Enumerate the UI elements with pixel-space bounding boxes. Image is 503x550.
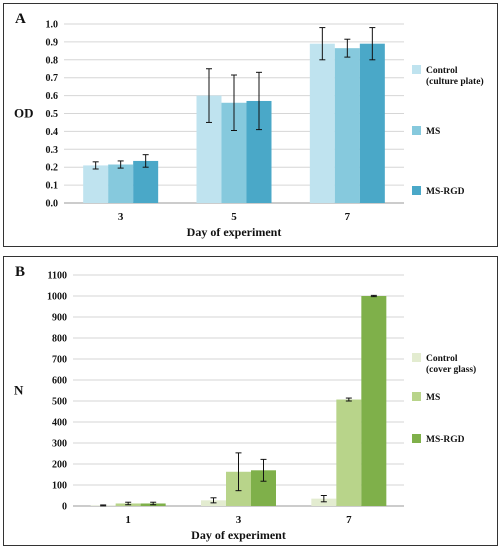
- chart-a-y-tick-label: 0.0: [46, 199, 59, 210]
- chart-a-svg: A 0.0 0.1 0.2 0.3 0.4 0.5 0.6 0.7 0.8 0.9 1.0 OD 3 5 7 D…: [14, 11, 484, 239]
- chart-b-x-tick-label: 7: [346, 514, 352, 526]
- chart-a-x-tick-label: 5: [231, 211, 237, 223]
- chart-b-y-tick-label: 100: [52, 481, 67, 492]
- chart-b-bar: [311, 498, 337, 506]
- chart-a-y-tick-label: 0.1: [46, 181, 59, 192]
- chart-b-y-tick-label: 300: [52, 439, 67, 450]
- chart-b-y-tick-label: 1100: [48, 271, 67, 282]
- chart-a-y-tick-label: 1.0: [46, 20, 59, 31]
- chart-b-y-tick-label: 500: [52, 397, 67, 408]
- chart-a-legend-label-line: MS-RGD: [426, 187, 465, 197]
- chart-a-legend-label: MS-RGD: [426, 187, 465, 197]
- chart-a-legend-swatch: [412, 186, 421, 195]
- chart-a-legend-label-line: Control: [426, 66, 458, 76]
- chart-a-bar: [83, 165, 109, 203]
- chart-b-y-tick-label: 400: [52, 418, 67, 429]
- chart-b-legend-label: MS: [426, 393, 440, 403]
- chart-a-y-tick-label: 0.2: [46, 163, 59, 174]
- chart-b-svg: B 0 100 200 300 400 500 600 700 800 900 1000 1100 N 1 3…: [14, 264, 476, 542]
- chart-b-y-tick-label: 900: [52, 313, 67, 324]
- chart-a-bar: [359, 43, 385, 203]
- chart-a-x-axis-label: Day of experiment: [187, 225, 282, 239]
- chart-b-y-tick-label: 0: [62, 502, 67, 513]
- chart-a-y-tick-label: 0.9: [46, 37, 59, 48]
- chart-b-x-tick-label: 1: [125, 514, 131, 526]
- chart-b-bar: [336, 399, 362, 506]
- chart-b-legend-swatch: [412, 392, 421, 401]
- chart-a-bar: [133, 160, 159, 203]
- chart-b-y-tick-label: 200: [52, 460, 67, 471]
- chart-panel-a: A 0.0 0.1 0.2 0.3 0.4 0.5 0.6 0.7 0.8 0.9 1.0 OD 3 5 7 D…: [3, 3, 498, 247]
- chart-b-legend-label-line: MS-RGD: [426, 435, 465, 445]
- chart-a-panel-label: A: [15, 11, 26, 27]
- chart-a-y-tick-label: 0.7: [46, 73, 59, 84]
- chart-b-legend-swatch: [412, 434, 421, 443]
- chart-a-legend-label: MS: [426, 127, 440, 137]
- chart-a-y-tick-label: 0.8: [46, 55, 59, 66]
- chart-a-y-tick-label: 0.5: [46, 109, 59, 120]
- chart-b-panel-label: B: [15, 264, 25, 280]
- chart-b-y-tick-label: 1000: [47, 292, 67, 303]
- chart-b-legend-label-line: Control: [426, 354, 458, 364]
- chart-b-bar: [361, 296, 387, 506]
- chart-a-bar: [309, 43, 335, 203]
- chart-b-legend-swatch: [412, 353, 421, 362]
- chart-a-bar: [108, 164, 134, 203]
- chart-b-legend-label: MS-RGD: [426, 435, 465, 445]
- chart-a-legend-label-line: (culture plate): [426, 76, 484, 87]
- chart-a-x-tick-label: 7: [345, 211, 351, 223]
- chart-a-legend-swatch: [412, 126, 421, 135]
- chart-panel-b: B 0 100 200 300 400 500 600 700 800 900 1000 1100 N 1 3…: [3, 256, 498, 546]
- chart-a-legend-swatch: [412, 65, 421, 74]
- chart-a-bar: [334, 48, 360, 203]
- chart-a-legend-label: Control (culture plate): [426, 66, 484, 87]
- chart-a-x-tick-label: 3: [118, 211, 124, 223]
- chart-b-legend-label-line: (cover glass): [426, 364, 476, 375]
- chart-b-y-axis-label: N: [14, 383, 24, 398]
- chart-b-y-tick-label: 800: [52, 334, 67, 345]
- chart-a-y-tick-label: 0.3: [46, 145, 59, 156]
- chart-b-legend-label: Control (cover glass): [426, 354, 476, 375]
- chart-a-y-tick-label: 0.4: [46, 127, 59, 138]
- chart-b-y-tick-label: 600: [52, 376, 67, 387]
- chart-b-x-axis-label: Day of experiment: [191, 528, 286, 542]
- chart-a-y-axis-label: OD: [14, 106, 34, 121]
- chart-b-x-tick-label: 3: [236, 514, 242, 526]
- chart-a-legend-label-line: MS: [426, 127, 440, 137]
- chart-b-y-tick-label: 700: [52, 355, 67, 366]
- chart-b-legend-label-line: MS: [426, 393, 440, 403]
- chart-a-y-tick-label: 0.6: [46, 91, 59, 102]
